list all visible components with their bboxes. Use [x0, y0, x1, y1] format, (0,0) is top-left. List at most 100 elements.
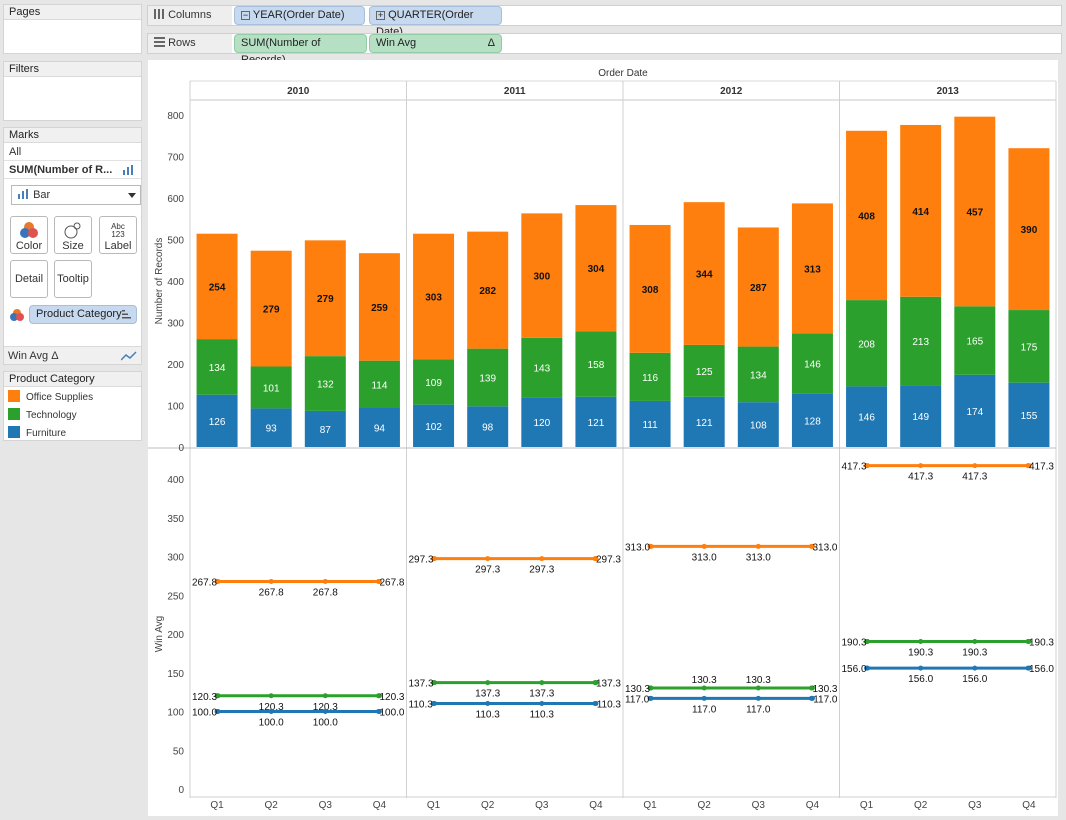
win-avg-label: 267.8 — [379, 577, 404, 588]
product-category-color-pill[interactable]: Product Category — [29, 305, 137, 324]
bar-segment — [575, 331, 617, 397]
tooltip-label: Tooltip — [57, 273, 89, 285]
win-avg-point — [648, 685, 654, 691]
pages-title: Pages — [4, 5, 141, 20]
y-tick-label: 400 — [167, 277, 184, 288]
label-icon: Abc 123 — [100, 220, 136, 240]
bar-label: 102 — [425, 422, 442, 433]
mark-type-dropdown[interactable]: Bar — [11, 185, 141, 205]
bar-segment — [1008, 310, 1050, 383]
bar-segment — [900, 124, 942, 297]
bar-segment — [846, 130, 888, 301]
bar-label: 344 — [696, 270, 713, 281]
legend-item[interactable]: Office Supplies — [4, 389, 141, 407]
color-button[interactable]: Color — [10, 216, 48, 254]
bar-label: 300 — [533, 272, 550, 283]
win-avg-label: 110.3 — [409, 700, 434, 711]
bar-segment — [683, 202, 725, 345]
bar-segment — [575, 396, 617, 447]
chart-svg: Order Date 2010 2011 2012 2013 0 100 200 300 400 5… — [148, 68, 1057, 811]
bar-label: 93 — [266, 424, 278, 435]
expand-icon: + — [376, 10, 385, 20]
bar-segment — [846, 300, 888, 387]
quarter-tick-label: Q2 — [698, 800, 712, 811]
bar-label: 282 — [479, 286, 496, 297]
y2-tick-label: 200 — [167, 630, 184, 641]
size-button[interactable]: Size — [54, 216, 92, 254]
win-avg-pill[interactable]: Win Avg Δ — [369, 34, 502, 53]
y2-tick-label: 0 — [178, 785, 184, 796]
quarter-tick-label: Q3 — [968, 800, 982, 811]
legend-title: Product Category — [4, 372, 141, 387]
bar-segment — [250, 250, 292, 367]
win-avg-label: 313.0 — [812, 542, 837, 553]
win-avg-label: 137.3 — [596, 679, 621, 690]
columns-icon — [154, 9, 164, 19]
year-order-date-pill[interactable]: − YEAR(Order Date) — [234, 6, 365, 25]
y2-tick-label: 150 — [167, 669, 184, 680]
bar-label: 303 — [425, 293, 442, 304]
win-avg-point — [701, 695, 707, 701]
bar-label: 121 — [696, 418, 713, 429]
bar-label: 101 — [263, 383, 280, 394]
legend-card: Product Category Office Supplies Technolo… — [3, 371, 142, 441]
win-avg-tab[interactable]: Win Avg Δ — [4, 346, 141, 364]
win-avg-label: 417.3 — [908, 472, 933, 483]
collapse-icon: − — [241, 10, 250, 20]
quarter-tick-label: Q1 — [860, 800, 874, 811]
bar-label: 279 — [317, 294, 334, 305]
quarter-tick-label: Q3 — [752, 800, 766, 811]
marks-measure-tab[interactable]: SUM(Number of R... — [4, 161, 141, 179]
rows-shelf[interactable]: Rows SUM(Number of Records) Win Avg Δ — [147, 33, 1062, 66]
bar-label: 108 — [750, 421, 767, 432]
label-button[interactable]: Abc 123 Label — [99, 216, 137, 254]
legend-item[interactable]: Furniture — [4, 425, 141, 443]
label-label: Label — [104, 240, 132, 252]
win-avg-label: 313.0 — [692, 552, 717, 563]
win-avg-label: 120.3 — [313, 702, 338, 713]
color-field-icon — [10, 309, 24, 321]
quarter-tick-label: Q3 — [319, 800, 333, 811]
columns-shelf[interactable]: Columns − YEAR(Order Date) + QUARTER(Ord… — [147, 5, 1062, 38]
marks-title: Marks — [4, 128, 141, 143]
win-avg-label: 190.3 — [842, 638, 867, 649]
bar-segment — [954, 116, 996, 307]
legend-item[interactable]: Technology — [4, 407, 141, 425]
bar-label: 308 — [642, 285, 659, 296]
chart-area: Order Date 2010 2011 2012 2013 0 100 200 300 400 5… — [148, 60, 1058, 816]
bar-segment — [521, 213, 563, 338]
win-avg-point — [322, 693, 328, 699]
win-avg-label: Win Avg — [8, 350, 49, 362]
bar-label: 126 — [209, 417, 226, 428]
win-avg-point — [376, 709, 381, 714]
win-avg-point — [918, 639, 924, 645]
win-avg-label: 417.3 — [962, 472, 987, 483]
win-avg-point — [592, 701, 598, 707]
columns-label: Columns — [168, 9, 212, 21]
win-avg-point — [485, 556, 491, 562]
win-avg-point — [865, 665, 870, 671]
bar-segment — [900, 385, 942, 447]
quarter-order-date-pill[interactable]: + QUARTER(Order Date) — [369, 6, 502, 38]
bar-segment — [358, 253, 400, 361]
win-avg-point — [972, 639, 978, 645]
bar-label: 304 — [588, 264, 605, 275]
win-avg-point — [918, 463, 924, 469]
line-chart-icon — [121, 351, 137, 361]
detail-button[interactable]: Detail — [10, 260, 48, 298]
win-avg-point — [865, 463, 870, 469]
tooltip-button[interactable]: Tooltip — [54, 260, 92, 298]
win-avg-point — [432, 680, 437, 686]
y-tick-label: 200 — [167, 360, 184, 371]
bar-label: 146 — [858, 413, 875, 424]
sum-records-pill[interactable]: SUM(Number of Records) — [234, 34, 367, 66]
win-avg-label: 267.8 — [259, 587, 284, 598]
win-avg-label: 110.3 — [597, 700, 622, 711]
bar-segment — [954, 306, 996, 375]
bar-segment — [250, 408, 292, 447]
marks-all-tab[interactable]: All — [4, 143, 141, 161]
win-avg-label: 137.3 — [409, 679, 434, 690]
win-avg-point — [755, 695, 761, 701]
win-avg-point — [755, 685, 761, 691]
win-avg-label: 267.8 — [192, 577, 217, 588]
